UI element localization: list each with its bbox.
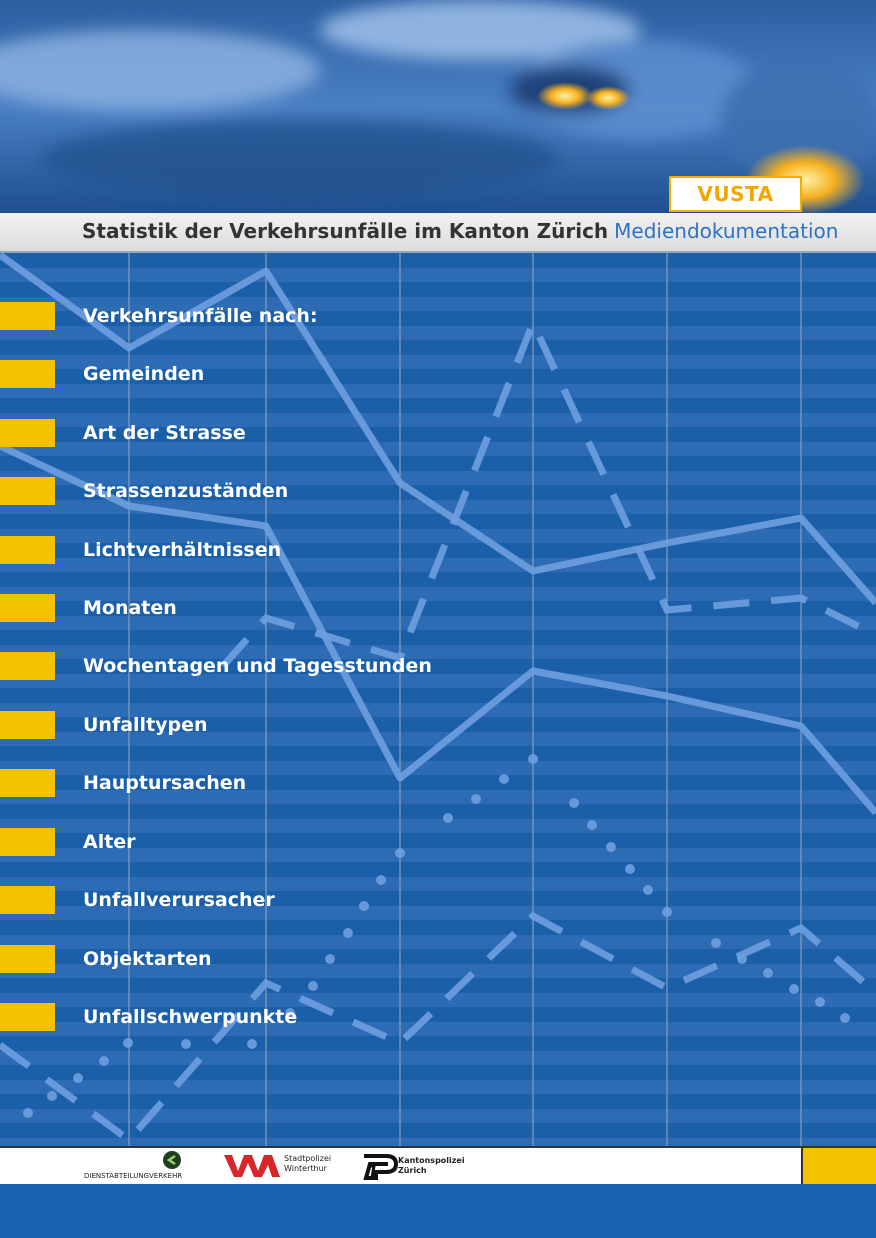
- background-stripe: [0, 645, 876, 659]
- yellow-marker: [0, 536, 55, 564]
- yellow-marker: [0, 477, 55, 505]
- winterthur-crest-icon: [224, 1155, 280, 1177]
- background-stripe: [0, 529, 876, 543]
- background-stripe: [0, 587, 876, 601]
- title-bar: Statistik der Verkehrsunfälle im Kanton …: [0, 213, 876, 253]
- decorative-line-chart-background: [0, 253, 876, 1146]
- logo-footer: DIENSTABTEILUNGVERKEHR Stadtpolizei Wint…: [0, 1146, 876, 1184]
- yellow-marker: [0, 828, 55, 856]
- menu-item-label[interactable]: Hauptursachen: [83, 772, 247, 794]
- background-stripe: [0, 1051, 876, 1065]
- menu-item-label[interactable]: Unfalltypen: [83, 714, 208, 736]
- background-stripe: [0, 413, 876, 427]
- background-stripe: [0, 442, 876, 456]
- background-stripe: [0, 326, 876, 340]
- menu-item-label[interactable]: Unfallverursacher: [83, 889, 275, 911]
- background-stripe: [0, 819, 876, 833]
- yellow-marker: [0, 886, 55, 914]
- logo-text-line1: Stadtpolizei: [284, 1154, 332, 1163]
- logo-text: DIENSTABTEILUNGVERKEHR: [84, 1172, 183, 1180]
- menu-item-label[interactable]: Unfallschwerpunkte: [83, 1006, 298, 1028]
- footer-yellow-block: [801, 1148, 876, 1184]
- yellow-marker: [0, 419, 55, 447]
- kapo-emblem-icon: [363, 1154, 398, 1180]
- cover-body: Verkehrsunfälle nach: Gemeinden Art der …: [0, 253, 876, 1146]
- background-stripe: [0, 1109, 876, 1123]
- background-stripe: [0, 964, 876, 978]
- background-stripe: [0, 355, 876, 369]
- menu-item-label[interactable]: Objektarten: [83, 948, 212, 970]
- background-stripe: [0, 471, 876, 485]
- logo-dienstabteilung-verkehr: DIENSTABTEILUNGVERKEHR: [84, 1148, 194, 1184]
- background-stripe: [0, 993, 876, 1007]
- background-stripe: [0, 790, 876, 804]
- vusta-badge: VUSTA 2004: [669, 176, 802, 238]
- background-stripe: [0, 877, 876, 891]
- background-stripe: [0, 848, 876, 862]
- yellow-marker: [0, 652, 55, 680]
- background-stripe: [0, 703, 876, 717]
- circle-arrow-icon: [163, 1151, 181, 1169]
- yellow-marker: [0, 1003, 55, 1031]
- yellow-marker: [0, 711, 55, 739]
- bottom-band: [0, 1184, 876, 1238]
- logo-text-line2: Winterthur: [284, 1164, 327, 1173]
- yellow-marker: [0, 360, 55, 388]
- background-stripe: [0, 906, 876, 920]
- background-stripe: [0, 268, 876, 282]
- page-subtitle: Mediendokumentation: [614, 219, 839, 243]
- menu-item-label[interactable]: Monaten: [83, 597, 177, 619]
- menu-item-label[interactable]: Art der Strasse: [83, 422, 246, 444]
- yellow-marker: [0, 594, 55, 622]
- logo-text-line1: Kantonspolizei: [398, 1156, 465, 1165]
- logo-text-line2: Zürich: [398, 1166, 427, 1175]
- menu-item-label[interactable]: Strassenzuständen: [83, 480, 289, 502]
- yellow-marker: [0, 302, 55, 330]
- background-stripe: [0, 616, 876, 630]
- menu-heading: Verkehrsunfälle nach:: [83, 305, 318, 327]
- background-stripe: [0, 732, 876, 746]
- menu-item-label[interactable]: Gemeinden: [83, 363, 205, 385]
- logo-kantonspolizei-zuerich: Kantonspolizei Zürich: [362, 1148, 482, 1184]
- menu-item-label[interactable]: Wochentagen und Tagesstunden: [83, 655, 432, 677]
- menu-item-label[interactable]: Alter: [83, 831, 136, 853]
- background-stripe: [0, 935, 876, 949]
- logo-stadtpolizei-winterthur: Stadtpolizei Winterthur: [224, 1148, 344, 1184]
- menu-item-label[interactable]: Lichtverhältnissen: [83, 539, 282, 561]
- yellow-marker: [0, 769, 55, 797]
- page-title: Statistik der Verkehrsunfälle im Kanton …: [82, 219, 609, 243]
- background-stripe: [0, 1138, 876, 1146]
- yellow-marker: [0, 945, 55, 973]
- background-stripe: [0, 384, 876, 398]
- background-stripe: [0, 1080, 876, 1094]
- background-stripe: [0, 761, 876, 775]
- background-stripe: [0, 674, 876, 688]
